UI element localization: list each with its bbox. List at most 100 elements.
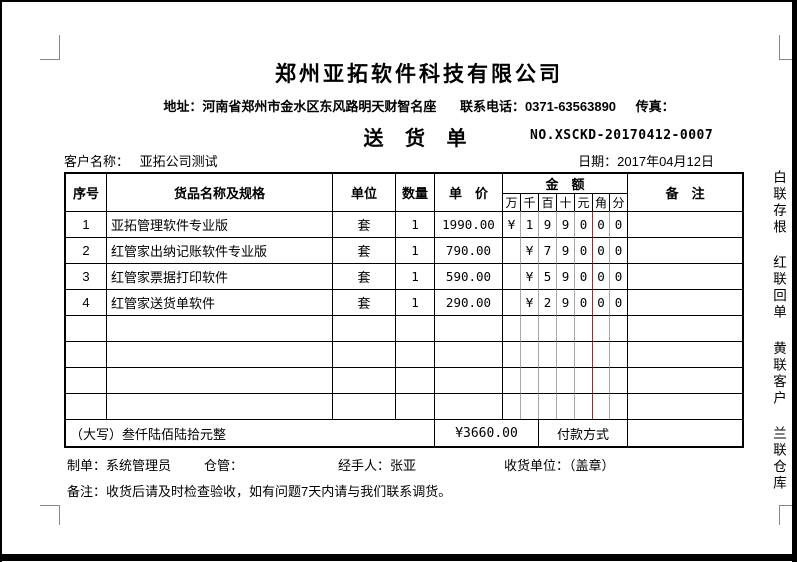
storekeeper-field: 仓管： [204,458,244,473]
table-header-row: 序号 货品名称及规格 单位 数量 单 价 金 额 备 注 [66,174,742,211]
cell-remark [627,367,743,393]
cell-qty: 1 [395,289,434,315]
cell-digit-fen [609,367,628,393]
cell-digit-shi [556,393,574,419]
cell-seq [66,393,106,419]
cell-digit-qian [520,341,538,367]
company-contact-line: 地址：河南省郑州市金水区东风路明天财智名座 联系电话：0371-63563890… [59,96,779,115]
total-amount: ¥3660.00 [434,419,538,446]
cell-digit-fen: 0 [609,289,628,315]
col-header-price: 单 价 [434,174,502,211]
cell-name [106,367,332,393]
cell-digit-fen [609,341,628,367]
cell-digit-jiao [592,393,609,419]
cell-digit-qian: ¥ [520,237,538,263]
cell-remark [627,289,743,315]
cell-digit-jiao [592,315,609,341]
cell-name: 红管家送货单软件 [106,289,332,315]
company-fax: 传真： [635,99,675,114]
col-header-remark: 备 注 [627,174,742,211]
digit-header-bai: 百 [538,193,556,211]
cell-digit-wan [502,263,520,289]
table-row: 3 红管家票据打印软件 套 1 590.00 ¥ 5 9 0 0 0 [66,263,743,289]
company-name: 郑州亚拓软件科技有限公司 [275,63,563,86]
cell-price [434,393,502,419]
table-row-empty [66,393,743,419]
cell-remark [627,341,743,367]
cell-digit-bai [538,367,556,393]
cell-price: 590.00 [434,263,502,289]
cell-seq: 1 [66,211,106,237]
cell-digit-shi [556,315,574,341]
cell-name [106,315,332,341]
digit-header-jiao: 角 [592,193,609,211]
cell-digit-qian: ¥ [520,263,538,289]
cell-remark [627,315,743,341]
cell-unit: 套 [332,211,395,237]
cell-digit-wan [502,289,520,315]
cell-digit-bai [538,341,556,367]
customer-line: 客户名称： 亚拓公司测试 [64,151,218,170]
cell-digit-fen: 0 [609,211,628,237]
cell-digit-qian [520,315,538,341]
table-row: 4 红管家送货单软件 套 1 290.00 ¥ 2 9 0 0 0 [66,289,743,315]
cell-digit-yuan [574,367,592,393]
cell-digit-yuan: 0 [574,289,592,315]
col-header-unit: 单位 [332,174,395,211]
company-address: 地址：河南省郑州市金水区东风路明天财智名座 [163,99,437,114]
cell-digit-wan [502,341,520,367]
cell-digit-yuan [574,393,592,419]
cell-price: 290.00 [434,289,502,315]
cell-digit-qian [520,367,538,393]
cell-digit-shi: 9 [556,263,574,289]
cell-price [434,367,502,393]
cell-digit-shi [556,341,574,367]
cell-price: 790.00 [434,237,502,263]
digit-header-wan: 万 [502,193,520,211]
print-margin-mark-top-left [40,35,60,60]
cell-digit-bai: 2 [538,289,556,315]
table-row-empty [66,341,743,367]
cell-qty: 1 [395,237,434,263]
cell-seq: 2 [66,237,106,263]
cell-name: 红管家出纳记账软件专业版 [106,237,332,263]
digit-header-qian: 千 [520,193,538,211]
customer-name: 亚拓公司测试 [139,154,218,169]
bottom-border-bar [2,554,792,561]
document-date: 日期：2017年04月12日 [578,154,714,169]
company-phone: 联系电话：0371-63563890 [459,99,617,114]
cell-digit-shi: 9 [556,289,574,315]
cell-digit-qian: ¥ [520,289,538,315]
cell-digit-yuan: 0 [574,211,592,237]
cell-remark [627,263,743,289]
cell-digit-qian [520,393,538,419]
cell-digit-jiao: 0 [592,237,609,263]
print-margin-mark-bottom-right [779,505,792,525]
cell-digit-bai: 9 [538,211,556,237]
cell-digit-yuan [574,315,592,341]
cell-digit-bai [538,315,556,341]
table-row: 2 红管家出纳记账软件专业版 套 1 790.00 ¥ 7 9 0 0 0 [66,237,743,263]
cell-digit-fen [609,393,628,419]
cell-name [106,341,332,367]
handler-field: 经手人：张亚 [338,458,417,473]
cell-qty [395,315,434,341]
cell-digit-bai: 5 [538,263,556,289]
receiver-field: 收货单位：（盖章） [504,458,615,473]
cell-name: 红管家票据打印软件 [106,263,332,289]
cell-name: 亚拓管理软件专业版 [106,211,332,237]
amount-digit-header-row: 万 千 百 十 元 角 分 [66,193,742,211]
cell-digit-shi: 9 [556,211,574,237]
items-table: 序号 货品名称及规格 单位 数量 单 价 金 额 备 注 万 千 百 十 元 角… [64,172,745,448]
cell-remark [627,393,743,419]
copy-label-yellow-customer: 黄联客户 [771,341,786,407]
cell-digit-wan [502,315,520,341]
signature-line: 制单：系统管理员 仓管： 经手人：张亚 收货单位：（盖章） [2,455,792,473]
table-row: 1 亚拓管理软件专业版 套 1 1990.00 ¥ 1 9 9 0 0 0 [66,211,743,237]
remark-note: 备注：收货后请及时检查验收，如有问题7天内请与我们联系调货。 [67,484,452,499]
cell-qty [395,367,434,393]
cell-remark [627,211,743,237]
cell-seq: 4 [66,289,106,315]
cell-qty: 1 [395,211,434,237]
